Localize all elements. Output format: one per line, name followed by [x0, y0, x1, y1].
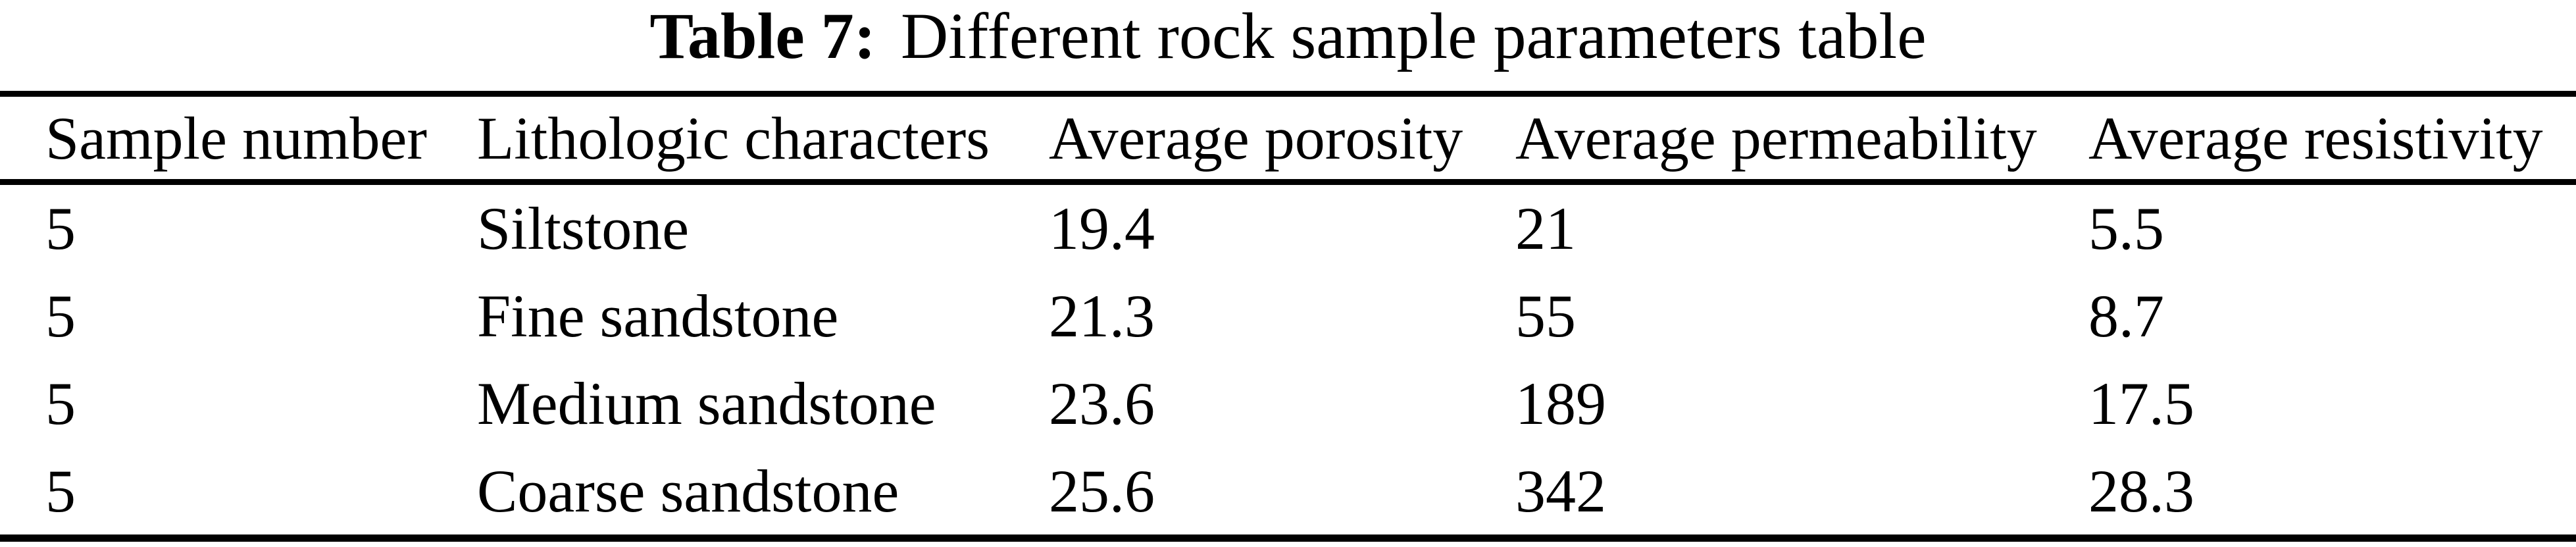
- table-top-rule: [0, 91, 2576, 97]
- table-body: 5 Siltstone 19.4 21 5.5 5 Fine sandstone…: [0, 185, 2576, 534]
- cell-average-resistivity: 5.5: [2088, 195, 2164, 263]
- table-caption-text: Different rock sample parameters table: [901, 0, 1927, 72]
- table-row: 5 Siltstone 19.4 21 5.5: [0, 185, 2576, 273]
- column-header-lithologic-characters: Lithologic characters: [477, 104, 990, 172]
- cell-average-resistivity: 8.7: [2088, 282, 2164, 350]
- cell-lithologic-character: Coarse sandstone: [477, 457, 899, 525]
- column-header-average-porosity: Average porosity: [1049, 104, 1463, 172]
- column-header-average-resistivity: Average resistivity: [2088, 104, 2543, 172]
- table-bottom-rule: [0, 534, 2576, 542]
- column-header-average-permeability: Average permeability: [1515, 104, 2037, 172]
- cell-average-porosity: 19.4: [1049, 195, 1155, 263]
- cell-sample-number: 5: [45, 195, 76, 263]
- cell-lithologic-character: Siltstone: [477, 195, 690, 263]
- table-header-row: Sample number Lithologic characters Aver…: [0, 97, 2576, 179]
- cell-average-porosity: 23.6: [1049, 369, 1155, 437]
- cell-average-resistivity: 17.5: [2088, 369, 2194, 437]
- cell-sample-number: 5: [45, 282, 76, 350]
- cell-average-porosity: 21.3: [1049, 282, 1155, 350]
- cell-average-permeability: 342: [1515, 457, 1606, 525]
- cell-average-porosity: 25.6: [1049, 457, 1155, 525]
- table-caption-label: Table 7:: [649, 0, 876, 72]
- table-row: 5 Fine sandstone 21.3 55 8.7: [0, 273, 2576, 360]
- cell-average-permeability: 21: [1515, 195, 1576, 263]
- cell-lithologic-character: Fine sandstone: [477, 282, 839, 350]
- table-row: 5 Coarse sandstone 25.6 342 28.3: [0, 447, 2576, 534]
- cell-average-resistivity: 28.3: [2088, 457, 2194, 525]
- table-header-rule: [0, 179, 2576, 185]
- cell-sample-number: 5: [45, 369, 76, 437]
- cell-average-permeability: 189: [1515, 369, 1606, 437]
- cell-lithologic-character: Medium sandstone: [477, 369, 936, 437]
- table-row: 5 Medium sandstone 23.6 189 17.5: [0, 360, 2576, 448]
- column-header-sample-number: Sample number: [45, 104, 427, 172]
- table-caption: Table 7: Different rock sample parameters…: [0, 1, 2576, 70]
- cell-average-permeability: 55: [1515, 282, 1576, 350]
- cell-sample-number: 5: [45, 457, 76, 525]
